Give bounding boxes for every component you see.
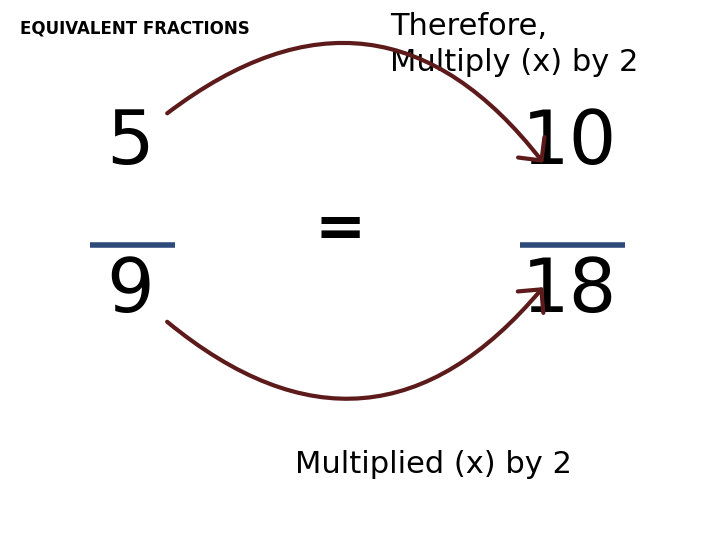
Text: 18: 18 bbox=[522, 255, 618, 328]
Text: 10: 10 bbox=[522, 107, 618, 180]
Text: EQUIVALENT FRACTIONS: EQUIVALENT FRACTIONS bbox=[20, 20, 250, 38]
Text: =: = bbox=[315, 200, 366, 260]
Text: 9: 9 bbox=[106, 255, 154, 328]
FancyArrowPatch shape bbox=[167, 43, 544, 160]
FancyArrowPatch shape bbox=[167, 289, 544, 399]
Text: Therefore,
Multiply (x) by 2: Therefore, Multiply (x) by 2 bbox=[390, 12, 639, 77]
Text: Multiplied (x) by 2: Multiplied (x) by 2 bbox=[295, 450, 572, 479]
Text: 5: 5 bbox=[106, 107, 154, 180]
